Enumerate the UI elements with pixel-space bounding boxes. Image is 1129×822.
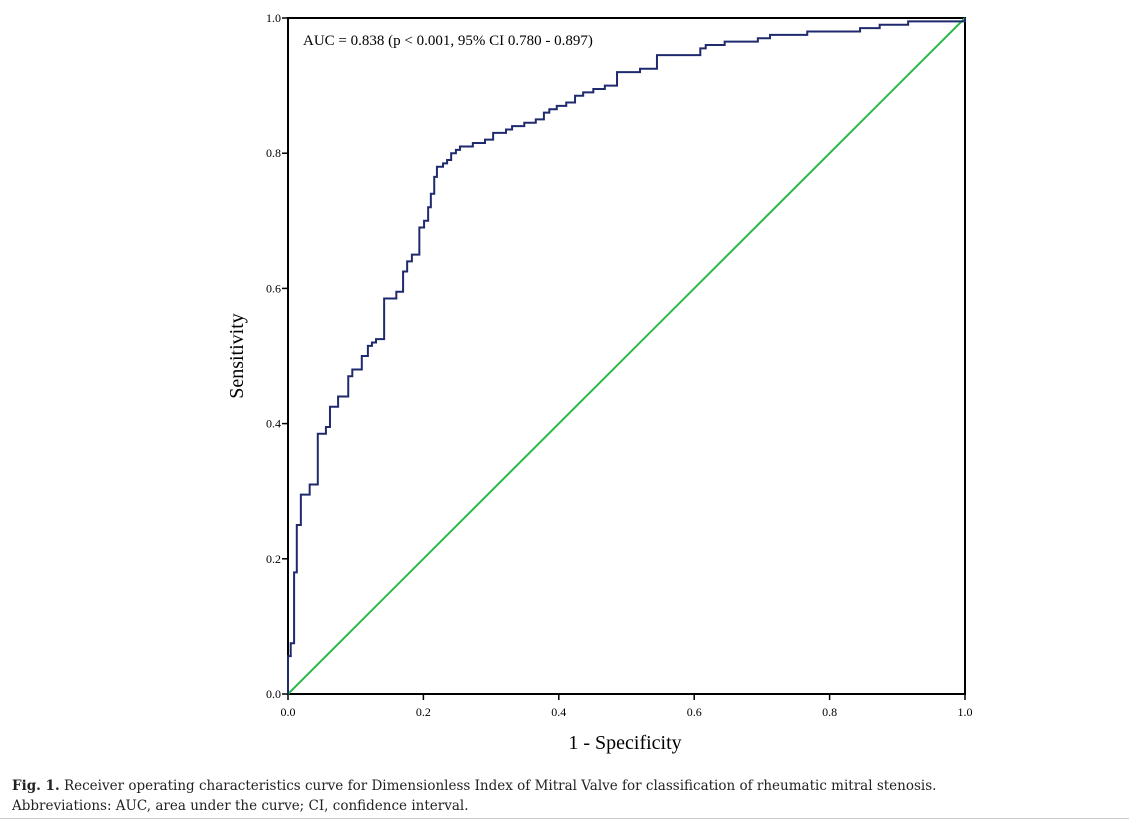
x-tick-label: 0.8: [822, 705, 837, 719]
roc-curve: [287, 18, 966, 694]
y-tick-label: 0.8: [266, 146, 281, 160]
auc-annotation: AUC = 0.838 (p < 0.001, 95% CI 0.780 - 0…: [303, 33, 593, 49]
divider: [0, 818, 1129, 819]
x-tick-label: 0.6: [687, 705, 702, 719]
plot-frame: [287, 17, 966, 695]
caption-label: Fig. 1.: [12, 778, 60, 794]
x-tick-label: 0.4: [551, 705, 566, 719]
figure-caption: Fig. 1. Receiver operating characteristi…: [12, 776, 1112, 816]
y-tick-label: 0.0: [266, 687, 281, 701]
x-tick-label: 0.2: [416, 705, 431, 719]
reference-line: [287, 17, 966, 695]
y-tick-label: 0.6: [266, 281, 281, 295]
x-axis-label: 1 - Specificity: [568, 732, 681, 754]
axes: 0.0 0.2 0.4 0.6 0.8 1.0 0.0 0.2 0.4 0.6 0.8 1.0: [266, 11, 973, 719]
caption-abbreviations: Abbreviations: AUC, area under the curve…: [12, 798, 469, 814]
x-tick-label: 0.0: [281, 705, 296, 719]
y-tick-label: 1.0: [266, 11, 281, 25]
x-tick-label: 1.0: [958, 705, 973, 719]
roc-chart: 0.0 0.2 0.4 0.6 0.8 1.0 0.0 0.2 0.4 0.6 0.8 1.0 AUC…: [226, 11, 973, 754]
y-tick-label: 0.2: [266, 552, 281, 566]
y-tick-label: 0.4: [266, 417, 281, 431]
caption-text: Receiver operating characteristics curve…: [63, 778, 937, 794]
y-axis-label: Sensitivity: [226, 313, 248, 399]
